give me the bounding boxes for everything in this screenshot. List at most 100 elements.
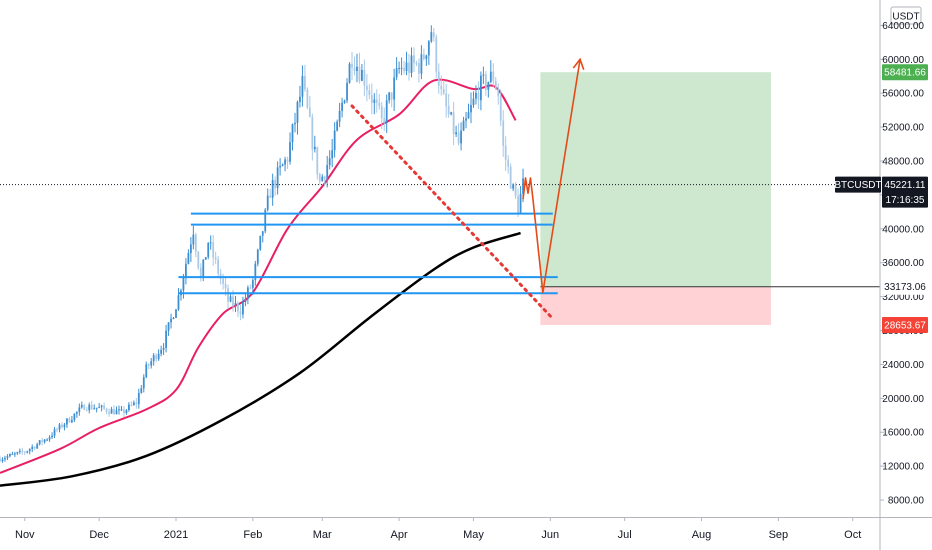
candle-body bbox=[160, 349, 163, 354]
stop-price-badge bbox=[882, 317, 928, 334]
candle-body bbox=[167, 322, 170, 331]
candle-body bbox=[26, 451, 29, 453]
candle-body bbox=[9, 454, 11, 457]
price-axis[interactable]: USDT 8000.00 12000.00 16000.00 20000.00 24000… bbox=[879, 0, 925, 550]
candle-body bbox=[244, 298, 247, 303]
candle-body bbox=[43, 439, 46, 443]
time-tick-label: Aug bbox=[692, 529, 712, 541]
candle-body bbox=[321, 176, 324, 182]
candle-body bbox=[239, 311, 242, 315]
candle-body bbox=[31, 446, 34, 450]
time-tick-label: Jul bbox=[618, 529, 632, 541]
price-tick-label: 8000.00 bbox=[888, 496, 925, 507]
candle-body bbox=[480, 75, 482, 101]
current-price-badge bbox=[882, 176, 928, 208]
time-tick-label: Apr bbox=[391, 529, 408, 541]
candle-body bbox=[390, 92, 393, 100]
bar-countdown-label: 17:16:35 bbox=[886, 195, 925, 206]
candle-body bbox=[93, 408, 96, 410]
entry-price-badge bbox=[882, 278, 928, 295]
candle-body bbox=[363, 69, 366, 86]
projection-arrowhead bbox=[572, 57, 585, 70]
candle-body bbox=[294, 122, 296, 125]
candle-body bbox=[185, 263, 187, 278]
candle-body bbox=[108, 411, 110, 414]
candle-body bbox=[128, 404, 130, 411]
candle-body bbox=[90, 404, 93, 410]
candle-body bbox=[140, 388, 143, 393]
candle-body bbox=[323, 176, 326, 180]
candle-body bbox=[517, 196, 519, 214]
candle-body bbox=[212, 242, 215, 258]
candle-body bbox=[388, 92, 391, 101]
candle-body bbox=[393, 77, 396, 100]
candle-body bbox=[249, 287, 252, 289]
candle-body bbox=[356, 66, 358, 72]
candle-body bbox=[227, 288, 229, 302]
candle-body bbox=[457, 132, 460, 144]
candle-body bbox=[56, 429, 58, 431]
time-axis[interactable]: Nov Dec 2021 Feb Mar Apr May Jun Jul Aug Sep Oct bbox=[0, 517, 932, 541]
candle-body bbox=[430, 32, 433, 42]
candle-body bbox=[80, 404, 83, 408]
candle-body bbox=[222, 278, 224, 284]
candle-body bbox=[192, 234, 195, 245]
candle-body bbox=[21, 450, 24, 452]
candle-body bbox=[137, 392, 140, 405]
candle-body bbox=[177, 295, 180, 310]
candle-body bbox=[4, 458, 6, 460]
candle-body bbox=[105, 408, 108, 412]
candle-body bbox=[145, 364, 148, 378]
candle-body bbox=[187, 253, 190, 264]
candle-body bbox=[442, 89, 445, 94]
price-tick-label: 40000.00 bbox=[882, 224, 924, 235]
price-tick-label: 20000.00 bbox=[882, 394, 924, 405]
candle-body bbox=[100, 405, 103, 408]
candle-body bbox=[313, 146, 316, 150]
candle-body bbox=[123, 409, 125, 413]
candle-body bbox=[251, 280, 254, 288]
candle-body bbox=[125, 410, 128, 413]
candle-body bbox=[492, 71, 495, 81]
price-tick-label: 12000.00 bbox=[882, 462, 924, 473]
time-tick-label: May bbox=[463, 529, 484, 541]
candle-body bbox=[445, 93, 448, 107]
candle-body bbox=[400, 67, 403, 69]
candle-body bbox=[380, 106, 383, 119]
candle-body bbox=[475, 92, 477, 99]
candle-body bbox=[308, 107, 311, 117]
price-tick-label: 16000.00 bbox=[882, 428, 924, 439]
symbol-badge bbox=[835, 176, 881, 193]
candle-body bbox=[28, 449, 31, 452]
candle-body bbox=[378, 102, 381, 107]
candle-body bbox=[415, 63, 418, 65]
candle-body bbox=[279, 165, 282, 168]
candle-body bbox=[0, 458, 1, 462]
candle-body bbox=[499, 96, 502, 121]
candle-body bbox=[440, 85, 443, 90]
candle-body bbox=[502, 120, 505, 146]
candle-body bbox=[422, 54, 425, 59]
candle-body bbox=[358, 66, 361, 81]
price-tick-label: 64000.00 bbox=[882, 21, 924, 32]
candle-body bbox=[199, 267, 202, 278]
candle-body bbox=[214, 257, 217, 260]
candle-body bbox=[284, 159, 286, 165]
candle-body bbox=[202, 259, 205, 278]
profit-zone bbox=[540, 72, 771, 287]
currency-badge[interactable] bbox=[890, 6, 922, 25]
candle-body bbox=[66, 418, 68, 425]
long-moving-average-line bbox=[0, 231, 521, 487]
price-tick-label: 24000.00 bbox=[882, 360, 924, 371]
candle-body bbox=[462, 120, 465, 131]
candle-body bbox=[343, 100, 346, 103]
moving-averages-layer bbox=[0, 78, 521, 487]
candle-body bbox=[326, 165, 329, 180]
candle-body bbox=[437, 71, 440, 86]
candle-body bbox=[110, 409, 113, 414]
candle-body bbox=[299, 96, 301, 102]
candle-body bbox=[78, 407, 81, 412]
candle-body bbox=[254, 263, 257, 281]
time-tick-label: Feb bbox=[243, 529, 262, 541]
